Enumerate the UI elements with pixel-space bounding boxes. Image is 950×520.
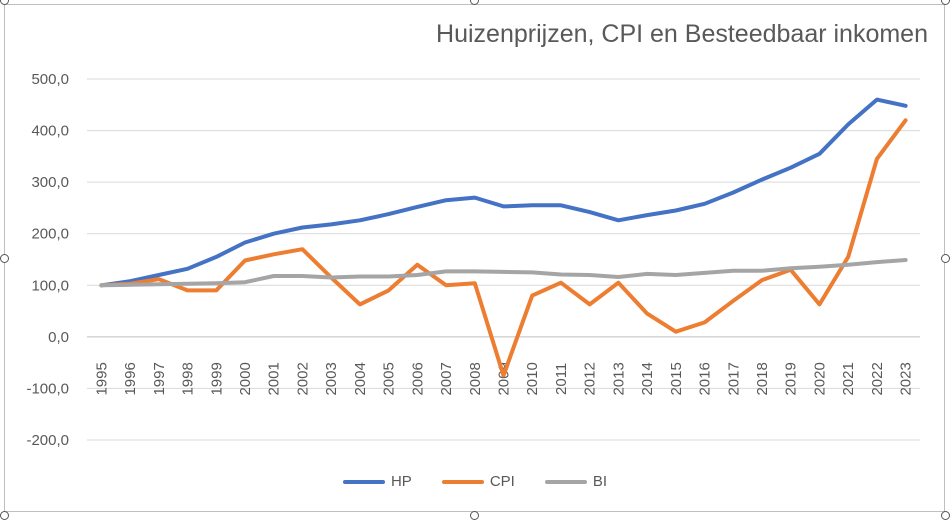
y-tick-label: 300,0 <box>31 174 69 191</box>
x-tick-label: 1999 <box>208 362 225 395</box>
x-axis: 1995 1996 1997 1998 1999 2000 2001 2002 2003 2004… <box>93 362 914 395</box>
x-tick-label: 2012 <box>582 362 599 395</box>
legend-swatch <box>544 479 587 484</box>
x-tick-label: 2022 <box>869 362 886 395</box>
x-tick-label: 1998 <box>180 362 197 395</box>
legend-item-bi[interactable]: BI <box>544 473 608 490</box>
x-tick-label: 2020 <box>811 362 828 395</box>
legend-label: HP <box>390 473 412 490</box>
legend-item-hp[interactable]: HP <box>342 473 412 490</box>
series-line-hp[interactable] <box>99 97 908 288</box>
legend-item-cpi[interactable]: CPI <box>441 473 515 490</box>
legend-swatch <box>441 479 484 484</box>
x-tick-label: 2017 <box>725 362 742 395</box>
y-tick-label: 500,0 <box>31 71 69 88</box>
y-axis: 500,0 400,0 300,0 200,0 100,0 0,0 -100,0 -200,0 <box>26 71 69 449</box>
x-tick-label: 2015 <box>668 362 685 395</box>
y-tick-label: 100,0 <box>31 277 69 294</box>
x-tick-label: 2016 <box>697 362 714 395</box>
x-tick-label: 2000 <box>237 362 254 395</box>
x-tick-label: 2010 <box>524 362 541 395</box>
y-tick-label: -200,0 <box>26 432 69 449</box>
x-tick-label: 2007 <box>438 362 455 395</box>
series-lines <box>99 97 908 378</box>
x-tick-label: 2021 <box>840 362 857 395</box>
x-tick-label: 2002 <box>294 362 311 395</box>
x-tick-label: 2003 <box>323 362 340 395</box>
x-tick-label: 2008 <box>467 362 484 395</box>
x-tick-label: 1995 <box>93 362 110 395</box>
resize-handle-top[interactable] <box>470 0 479 5</box>
legend-swatch <box>342 479 385 484</box>
x-tick-label: 2013 <box>610 362 627 395</box>
chart-title: Huizenprijzen, CPI en Besteedbaar inkome… <box>436 20 928 48</box>
chart-area[interactable] <box>4 4 945 512</box>
gridlines <box>87 78 920 441</box>
legend-label: CPI <box>489 473 515 490</box>
y-tick-label: 0,0 <box>48 329 69 346</box>
resize-handle-top-left[interactable] <box>0 0 9 5</box>
x-tick-label: 2019 <box>783 362 800 395</box>
x-tick-label: 2006 <box>409 362 426 395</box>
y-tick-label: 400,0 <box>31 123 69 140</box>
x-tick-label: 1997 <box>151 362 168 395</box>
y-tick-label: -100,0 <box>26 380 69 397</box>
x-tick-label: 2005 <box>381 362 398 395</box>
x-tick-label: 2004 <box>352 362 369 395</box>
series-line-bi[interactable] <box>99 258 908 288</box>
x-tick-label: 2001 <box>266 362 283 395</box>
y-tick-label: 200,0 <box>31 226 69 243</box>
x-tick-label: 2009 <box>496 362 513 395</box>
x-tick-label: 2011 <box>553 363 570 395</box>
series-line-cpi[interactable] <box>99 118 908 378</box>
x-tick-label: 1996 <box>122 362 139 395</box>
legend-label: BI <box>592 473 608 490</box>
x-tick-label: 2018 <box>754 362 771 395</box>
x-tick-label: 2023 <box>898 362 915 395</box>
legend: HP CPI BI <box>0 473 950 490</box>
resize-handle-left[interactable] <box>0 254 9 263</box>
x-tick-label: 2014 <box>639 362 656 395</box>
